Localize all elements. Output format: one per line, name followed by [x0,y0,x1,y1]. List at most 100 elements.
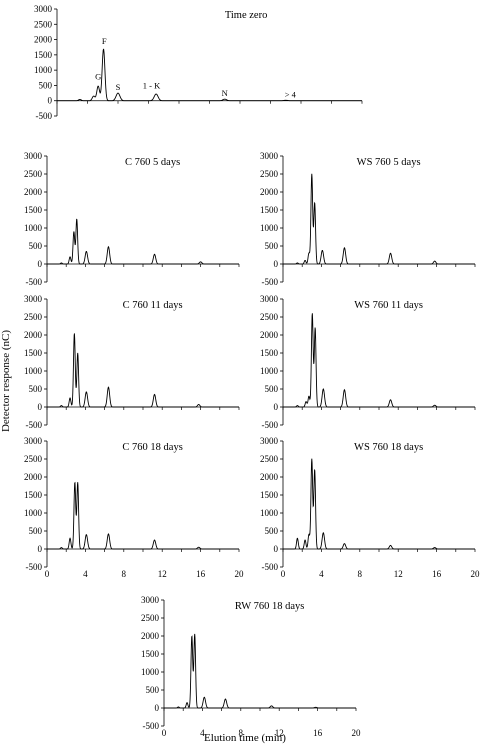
y-tick-label: -500 [26,277,43,287]
y-tick-label: -500 [262,277,279,287]
chromatogram-panel: C 760 18 days300025002000150010005000-50… [24,436,244,579]
y-tick-label: 2000 [141,631,160,641]
panel-title: Time zero [225,10,267,21]
y-tick-label: 2500 [260,454,279,464]
y-tick-label: 0 [274,544,279,554]
y-tick-label: 0 [38,259,43,269]
y-tick-label: 1500 [260,490,279,500]
y-tick-label: 1500 [260,205,279,215]
y-tick-label: 2500 [34,19,53,29]
chromatogram-trace [164,633,356,709]
x-tick-label: 4 [319,569,324,579]
y-tick-label: 500 [29,526,43,536]
x-tick-label: 4 [83,569,88,579]
x-tick-label: 20 [352,728,362,738]
panel-title: C 760 11 days [123,300,183,311]
x-tick-label: 20 [235,569,245,579]
x-tick-label: 16 [196,569,206,579]
chromatogram-panel: WS 760 11 days 3000 2500 2000 1500 1000 500 0 -5… [260,294,476,430]
x-tick-label: 16 [432,569,442,579]
x-tick-label: 0 [45,569,50,579]
y-tick-label: 2000 [260,330,279,340]
y-tick-label: 3000 [260,436,279,446]
chromatogram-trace [283,458,475,550]
chromatogram-trace [283,313,475,408]
chromatogram-trace [283,173,475,265]
chromatogram-panel: WS 760 5 days 3000 2500 2000 1500 1000 500 0 -50… [260,151,476,287]
y-tick-label: 0 [274,259,279,269]
chromatogram-panel: C 760 5 days 3000 2500 2000 1500 1000 500 0 -500 [24,151,240,287]
chromatogram-trace [47,481,239,550]
y-tick-label: 500 [39,80,53,90]
y-tick-label: 0 [274,402,279,412]
chromatogram-panel: Time zero 3000 2500 2000 1500 1000 500 0 -500 G F S… [34,4,363,121]
x-tick-label: 20 [471,569,480,579]
x-tick-label: 4 [200,728,205,738]
x-tick-label: 12 [394,569,403,579]
y-tick-label: 2000 [24,330,43,340]
y-tick-label: 1500 [260,348,279,358]
peak-label: G [95,71,101,81]
y-tick-label: 1500 [34,50,53,60]
y-tick-label: 1000 [260,366,279,376]
y-tick-label: 0 [38,402,43,412]
y-tick-label: -500 [26,562,43,572]
y-tick-label: 2500 [24,454,43,464]
peak-label: F [102,36,107,46]
y-tick-label: 2000 [24,187,43,197]
y-tick-label: 500 [265,384,279,394]
x-tick-label: 0 [281,569,286,579]
y-tick-label: 2000 [24,472,43,482]
y-tick-label: 3000 [141,595,160,605]
y-tick-label: 3000 [24,151,43,161]
y-tick-label: -500 [36,111,53,121]
panel-title: RW 760 18 days [235,601,305,612]
chromatogram-panel: WS 760 18 days300025002000150010005000-5… [260,436,480,579]
y-tick-label: -500 [262,420,279,430]
y-tick-label: 1000 [24,366,43,376]
panel-title: C 760 18 days [122,442,182,453]
y-tick-label: -500 [262,562,279,572]
y-tick-label: 3000 [24,436,43,446]
peak-label: > 4 [285,90,297,100]
y-tick-label: 1000 [141,667,160,677]
peak-label: 1 - K [143,80,161,90]
y-tick-label: 1500 [24,348,43,358]
y-tick-label: 2000 [34,35,53,45]
chromatogram-trace [57,48,362,102]
y-tick-label: -500 [143,721,160,731]
x-tick-label: 12 [158,569,167,579]
panel-title: WS 760 18 days [354,442,423,453]
y-tick-label: 3000 [260,294,279,304]
x-tick-label: 12 [275,728,284,738]
y-tick-label: 2500 [24,312,43,322]
x-tick-label: 16 [313,728,323,738]
y-tick-label: 3000 [260,151,279,161]
x-tick-label: 8 [239,728,244,738]
y-tick-label: 1000 [260,223,279,233]
x-tick-label: 8 [122,569,127,579]
y-tick-label: 500 [29,241,43,251]
y-tick-label: 2000 [260,472,279,482]
panel-title: C 760 5 days [125,157,180,168]
panel-title: WS 760 11 days [354,300,423,311]
y-tick-label: 2500 [141,613,160,623]
x-tick-label: 8 [358,569,363,579]
panel-title: WS 760 5 days [357,157,421,168]
y-tick-label: 2500 [260,312,279,322]
peak-label: N [222,88,228,98]
chromatogram-panel: RW 760 18 days300025002000150010005000-5… [141,595,361,738]
chromatogram-panel: C 760 11 days 3000 2500 2000 1500 1000 500 0 -50… [24,294,240,430]
chromatogram-trace [47,218,239,265]
y-tick-label: 1500 [24,205,43,215]
y-tick-label: 0 [38,544,43,554]
y-tick-label: -500 [26,420,43,430]
y-tick-label: 3000 [34,4,53,14]
x-axis-title: Elution time (min) [204,732,286,744]
y-tick-label: 1000 [260,508,279,518]
y-tick-label: 500 [146,685,160,695]
y-tick-label: 2000 [260,187,279,197]
y-tick-label: 500 [265,241,279,251]
y-tick-label: 3000 [24,294,43,304]
